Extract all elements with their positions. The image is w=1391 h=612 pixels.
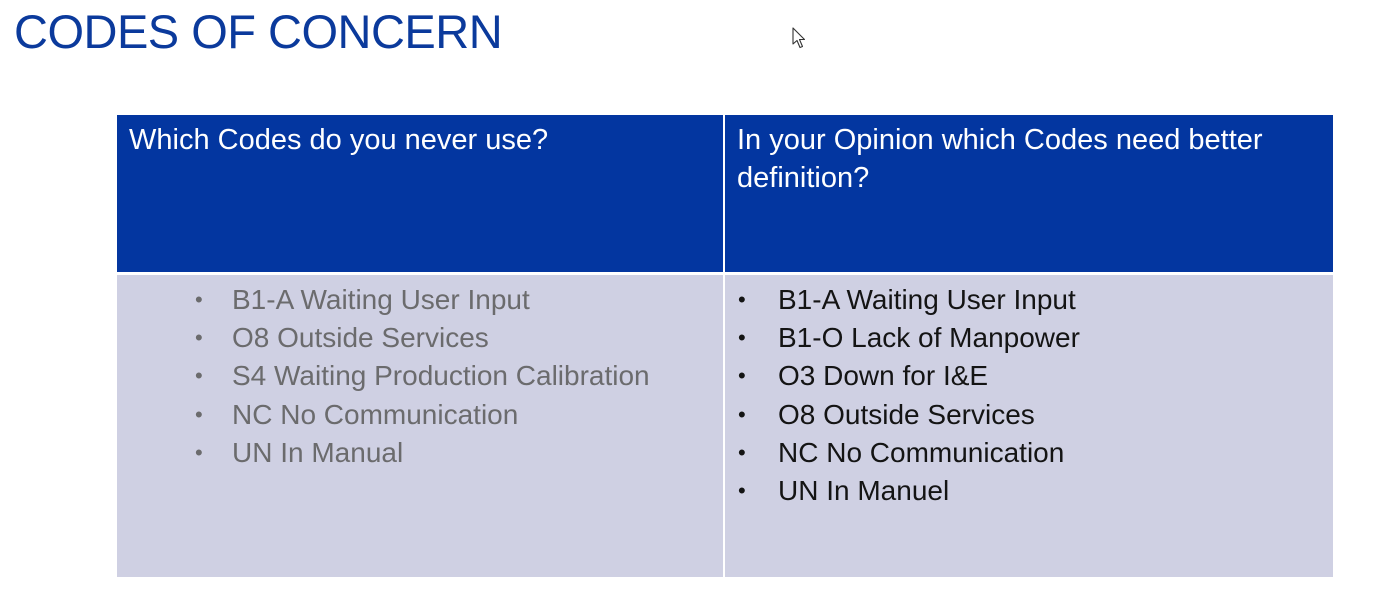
- bullet: •: [738, 439, 746, 465]
- bullet: •: [738, 401, 746, 427]
- need-definition-cell: • B1-A Waiting User Input • B1-O Lack of M…: [725, 275, 1333, 577]
- header-need-definition: In your Opinion which Codes need better …: [725, 115, 1333, 272]
- bullet: •: [195, 401, 203, 427]
- bullet: •: [195, 287, 203, 312]
- list-item: • NC No Communication: [725, 434, 1333, 472]
- code-label: UN In Manual: [232, 436, 404, 468]
- bullet: •: [738, 478, 746, 504]
- header-never-used: Which Codes do you never use?: [117, 115, 723, 272]
- code-label: UN In Manuel: [778, 475, 950, 507]
- codes-table: Which Codes do you never use? In your Op…: [117, 115, 1333, 577]
- never-used-list: • B1-A Waiting User Input • O8 Outside Ser…: [117, 281, 723, 472]
- code-label: O3 Down for I&E: [778, 360, 989, 392]
- code-label: O8 Outside Services: [778, 398, 1035, 430]
- code-label: NC No Communication: [778, 436, 1065, 468]
- list-item: • NC No Communication: [117, 396, 723, 434]
- list-item: • B1-A Waiting User Input: [725, 281, 1333, 319]
- code-label: B1-A Waiting User Input: [778, 284, 1076, 315]
- list-item: • O8 Outside Services: [117, 319, 723, 357]
- bullet: •: [195, 363, 203, 389]
- list-item: • B1-O Lack of Manpower: [725, 319, 1333, 357]
- list-item: • O8 Outside Services: [725, 396, 1333, 434]
- mouse-pointer-icon: [792, 27, 806, 49]
- bullet: •: [738, 363, 746, 389]
- never-used-cell: • B1-A Waiting User Input • O8 Outside Ser…: [117, 275, 723, 577]
- slide-title: CODES OF CONCERN: [14, 5, 503, 58]
- code-label: NC No Communication: [232, 398, 519, 430]
- list-item: • UN In Manuel: [725, 472, 1333, 510]
- list-item: • UN In Manual: [117, 434, 723, 472]
- code-label: S4 Waiting Production Calibration: [232, 360, 650, 392]
- list-item: • B1-A Waiting User Input: [117, 281, 723, 319]
- need-definition-list: • B1-A Waiting User Input • B1-O Lack of M…: [725, 281, 1333, 510]
- bullet: •: [738, 325, 746, 351]
- bullet: •: [195, 325, 203, 351]
- code-label: O8 Outside Services: [232, 322, 489, 354]
- bullet: •: [738, 287, 746, 312]
- bullet: •: [195, 439, 203, 465]
- code-label: B1-O Lack of Manpower: [778, 322, 1080, 354]
- list-item: • O3 Down for I&E: [725, 357, 1333, 395]
- list-item: • S4 Waiting Production Calibration: [117, 357, 723, 395]
- code-label: B1-A Waiting User Input: [232, 284, 530, 315]
